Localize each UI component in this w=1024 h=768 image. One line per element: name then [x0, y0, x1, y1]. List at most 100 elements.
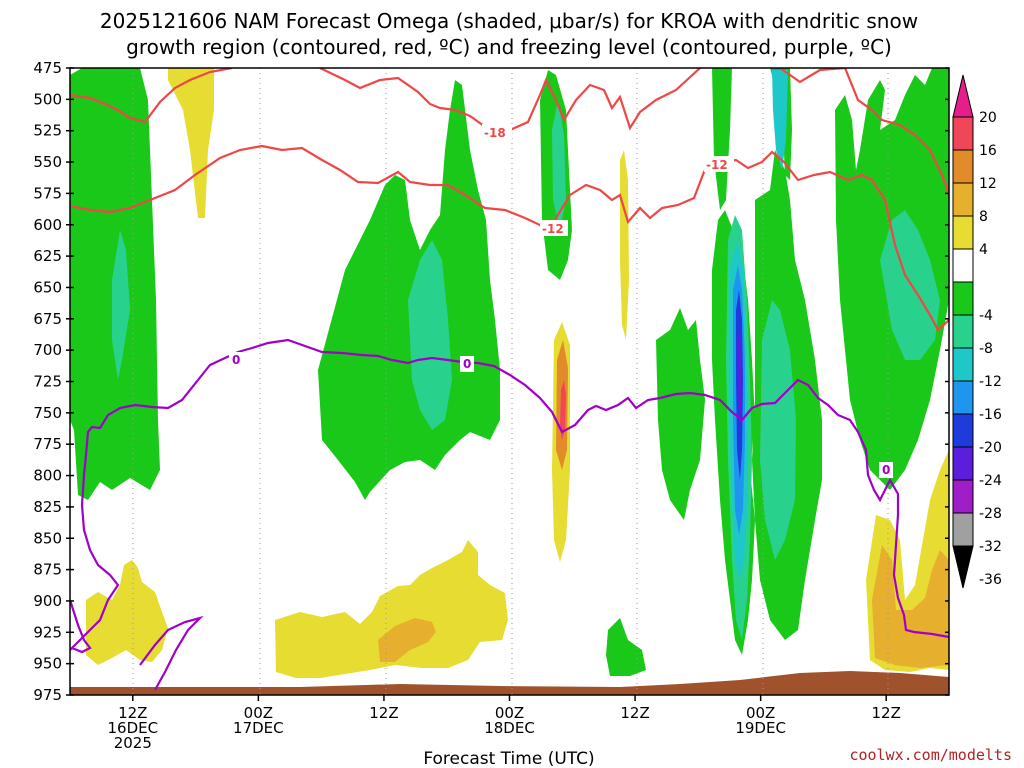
contour-label: 0	[463, 357, 471, 371]
contour-label: -18	[484, 126, 506, 140]
colorbar-label: -8	[979, 341, 993, 357]
x-axis-title: Forecast Time (UTC)	[423, 749, 594, 768]
y-tick-label: 925	[33, 623, 62, 641]
colorbar-level	[952, 413, 974, 448]
chart-title-line-1: 2025121606 NAM Forecast Omega (shaded, μ…	[100, 9, 918, 33]
colorbar-label: -16	[979, 407, 1002, 423]
y-tick-label: 850	[33, 529, 62, 547]
colorbar-label: 20	[979, 110, 997, 126]
omega-rising-region	[872, 545, 949, 668]
y-tick-label: 825	[33, 498, 62, 516]
colorbar-level	[952, 248, 974, 283]
colorbar-over-triangle	[952, 74, 974, 118]
x-tick-label: 18DEC	[484, 719, 535, 737]
colorbar-level	[952, 479, 974, 514]
freezing-level-contour	[70, 338, 949, 691]
x-tick-label: 12Z	[369, 704, 398, 722]
colorbar-level	[952, 215, 974, 250]
y-tick-label: 600	[33, 216, 62, 234]
colorbar-level	[952, 281, 974, 316]
colorbar-label: -32	[979, 539, 1002, 555]
contour-label: -12	[706, 158, 728, 172]
omega-sinking-region	[656, 308, 705, 520]
omega-shading-negative	[70, 68, 949, 676]
y-tick-label: 700	[33, 341, 62, 359]
x-tick-label: 19DEC	[735, 719, 786, 737]
x-tick-label: 12Z	[872, 704, 901, 722]
colorbar-label: 8	[979, 209, 988, 225]
colorbar-under-triangle	[952, 545, 974, 589]
colorbar-level	[952, 347, 974, 382]
x-tick-label: 2025	[114, 734, 152, 752]
omega-sinking-region	[408, 240, 452, 430]
omega-rising-region	[620, 150, 629, 340]
colorbar-level	[952, 149, 974, 184]
contour-label: -12	[542, 222, 564, 236]
contour-labels: -18 -12 -12 0 0 0	[229, 124, 893, 478]
colorbar-label: 4	[979, 242, 988, 258]
colorbar-label: -28	[979, 506, 1002, 522]
omega-colorbar: 20 16 12 8 4 -4 -8 -12 -16 -20 -24 -28 -32 -36	[952, 74, 1002, 589]
y-tick-label: 500	[33, 90, 62, 108]
omega-sinking-region	[772, 70, 788, 170]
colorbar-level	[952, 116, 974, 151]
y-tick-label: 550	[33, 153, 62, 171]
colorbar-label: -12	[979, 374, 1002, 390]
dgz-upper-contour	[70, 68, 949, 196]
contour-label: 0	[232, 353, 240, 367]
ground-surface	[70, 671, 949, 695]
omega-rising-region	[86, 560, 168, 665]
x-tick-label: 16DEC	[107, 719, 158, 737]
colorbar-label: 12	[979, 176, 997, 192]
y-tick-label: 575	[33, 184, 62, 202]
y-tick-label: 650	[33, 278, 62, 296]
omega-rising-region	[275, 540, 508, 678]
omega-sinking-region	[760, 300, 796, 560]
omega-rising-region	[378, 618, 436, 662]
x-tick-label: 00Z	[495, 704, 524, 722]
y-tick-label: 625	[33, 247, 62, 265]
omega-sinking-region	[712, 68, 732, 210]
colorbar-label: -36	[979, 572, 1002, 588]
omega-sinking-region	[318, 80, 500, 500]
omega-sinking-region	[738, 325, 742, 430]
colorbar-label: -24	[979, 473, 1002, 489]
x-tick-label: 12Z	[118, 704, 147, 722]
plot-area: -18 -12 -12 0 0 0	[70, 68, 949, 695]
y-tick-label: 875	[33, 561, 62, 579]
omega-shading-positive	[86, 68, 949, 678]
colorbar-label: 16	[979, 143, 997, 159]
chart-title-line-2: growth region (contoured, red, ºC) and f…	[126, 35, 892, 59]
contour-label: 0	[882, 463, 890, 477]
omega-sinking-region	[606, 618, 646, 676]
omega-rising-region	[560, 380, 566, 440]
omega-sinking-region	[552, 100, 566, 230]
colorbar-level	[952, 446, 974, 481]
colorbar-level	[952, 182, 974, 217]
y-tick-label: 900	[33, 592, 62, 610]
omega-rising-region	[168, 68, 214, 218]
colorbar-label: -4	[979, 308, 993, 324]
y-tick-label: 975	[33, 686, 62, 704]
y-tick-label: 475	[33, 59, 62, 77]
dgz-lower-contour	[70, 144, 949, 332]
y-tick-label: 750	[33, 404, 62, 422]
y-tick-label: 725	[33, 373, 62, 391]
y-axis: 475 500 525 550 575 600 625 650 675 700 725 750 775 8…	[33, 59, 949, 704]
colorbar-level	[952, 512, 974, 547]
colorbar-level	[952, 314, 974, 349]
y-tick-label: 950	[33, 655, 62, 673]
x-tick-label: 00Z	[244, 704, 273, 722]
x-tick-label: 12Z	[620, 704, 649, 722]
y-tick-label: 775	[33, 435, 62, 453]
x-tick-label: 00Z	[746, 704, 775, 722]
y-tick-label: 675	[33, 310, 62, 328]
y-tick-label: 800	[33, 467, 62, 485]
omega-sinking-region	[112, 230, 130, 380]
y-tick-label: 525	[33, 122, 62, 140]
colorbar-level	[952, 380, 974, 415]
x-tick-label: 17DEC	[233, 719, 284, 737]
credit-text: coolwx.com/modelts	[849, 746, 1012, 764]
